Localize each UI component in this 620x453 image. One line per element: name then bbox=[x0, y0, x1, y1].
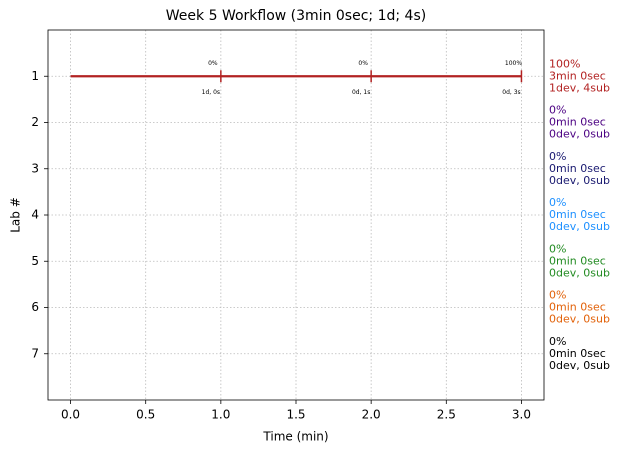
lab-summary: 0dev, 0sub bbox=[549, 220, 610, 233]
event-percent: 0% bbox=[208, 60, 218, 67]
lab-summary: 0% bbox=[549, 196, 566, 209]
lab-summary: 0min 0sec bbox=[549, 254, 606, 267]
event-percent: 100% bbox=[505, 60, 522, 67]
y-tick-label: 2 bbox=[31, 115, 39, 129]
x-axis-label: Time (min) bbox=[262, 430, 328, 444]
lab-summary: 0min 0sec bbox=[549, 116, 606, 129]
x-tick-label: 0.5 bbox=[136, 408, 155, 422]
x-tick-label: 1.0 bbox=[211, 408, 230, 422]
lab-summary: 0dev, 0sub bbox=[549, 174, 610, 187]
lab-summary: 1dev, 4sub bbox=[549, 81, 610, 94]
event-duration: 1d, 0s bbox=[202, 89, 220, 96]
y-tick-label: 6 bbox=[31, 300, 39, 314]
lab-summary: 0min 0sec bbox=[549, 208, 606, 221]
chart-title: Week 5 Workflow (3min 0sec; 1d; 4s) bbox=[166, 8, 426, 24]
x-tick-label: 2.0 bbox=[362, 408, 381, 422]
y-tick-label: 1 bbox=[31, 69, 39, 83]
lab-summary: 0% bbox=[549, 104, 566, 117]
lab-summary: 0% bbox=[549, 289, 566, 302]
y-axis-label: Lab # bbox=[9, 197, 23, 233]
event-duration: 0d, 3s bbox=[502, 89, 520, 96]
x-tick-label: 0.0 bbox=[61, 408, 80, 422]
lab-summary: 0dev, 0sub bbox=[549, 128, 610, 141]
lab-summary: 100% bbox=[549, 57, 580, 70]
lab-summary: 0% bbox=[549, 335, 566, 348]
lab-summary: 0min 0sec bbox=[549, 347, 606, 360]
lab-summary: 0min 0sec bbox=[549, 162, 606, 175]
lab-summary: 0dev, 0sub bbox=[549, 266, 610, 279]
x-tick-label: 1.5 bbox=[286, 408, 305, 422]
lab-summary: 3min 0sec bbox=[549, 69, 606, 82]
lab-summary: 0dev, 0sub bbox=[549, 359, 610, 372]
x-tick-label: 2.5 bbox=[437, 408, 456, 422]
y-tick-label: 5 bbox=[31, 254, 39, 268]
lab-summary: 0% bbox=[549, 242, 566, 255]
x-tick-label: 3.0 bbox=[512, 408, 531, 422]
lab-summary: 0% bbox=[549, 150, 566, 163]
y-tick-label: 3 bbox=[31, 161, 39, 175]
y-tick-label: 7 bbox=[31, 346, 39, 360]
plot-frame bbox=[47, 29, 545, 401]
lab-summary: 0min 0sec bbox=[549, 301, 606, 314]
event-percent: 0% bbox=[358, 60, 368, 67]
lab-summary: 0dev, 0sub bbox=[549, 313, 610, 326]
y-tick-label: 4 bbox=[31, 208, 39, 222]
event-duration: 0d, 1s bbox=[352, 89, 370, 96]
